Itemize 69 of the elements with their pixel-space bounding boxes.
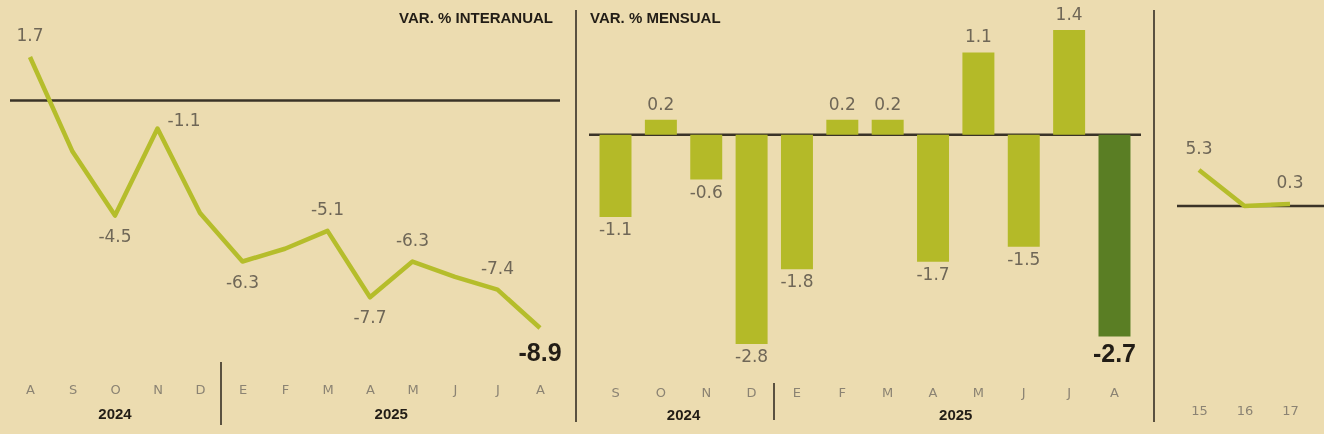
x-tick-label: J: [1066, 384, 1072, 400]
data-label: -7.7: [353, 307, 387, 328]
bar: [1098, 134, 1131, 337]
data-label: -8.9: [518, 338, 562, 366]
x-tick-label: E: [238, 381, 248, 397]
data-label: 0.2: [828, 93, 856, 114]
bar: [690, 134, 723, 180]
data-label: 1.1: [964, 26, 992, 47]
text: 2024: [666, 406, 701, 423]
data-label: 0.3: [1276, 171, 1304, 192]
bar: [735, 134, 768, 344]
x-tick-label: N: [701, 384, 712, 400]
bar: [917, 134, 950, 262]
x-tick-label: F: [281, 381, 290, 397]
data-label: -0.6: [689, 181, 723, 202]
x-tick-label: M: [407, 381, 419, 397]
data-label: -1.7: [916, 263, 950, 284]
x-tick-label: M: [322, 381, 334, 397]
x-tick-label: J: [1020, 384, 1026, 400]
data-label: -1.1: [167, 109, 201, 130]
chart-title: VAR. % MENSUAL: [590, 9, 721, 26]
bar: [780, 134, 813, 270]
bar: [826, 119, 859, 135]
x-tick-label: 16: [1236, 402, 1254, 418]
data-label: -1.5: [1007, 248, 1041, 269]
data-label: -2.7: [1092, 338, 1137, 367]
bar: [599, 134, 632, 217]
x-tick-label: A: [928, 384, 938, 400]
x-tick-label: O: [110, 381, 121, 397]
x-tick-label: A: [1110, 384, 1120, 400]
data-label: -7.4: [480, 257, 515, 278]
x-tick-label: D: [746, 384, 757, 400]
x-tick-label: E: [792, 384, 802, 400]
data-label: -5.1: [310, 198, 345, 219]
bar: [871, 119, 904, 135]
data-label: -6.3: [225, 271, 260, 292]
data-label: 1.7: [16, 25, 44, 45]
x-tick-label: D: [195, 381, 206, 397]
bar: [962, 52, 995, 135]
x-tick-label: M: [882, 384, 894, 400]
x-tick-label: A: [366, 381, 376, 397]
data-label: -1.8: [780, 271, 814, 292]
x-tick-label: A: [536, 381, 546, 397]
text: 2024: [98, 405, 133, 422]
data-label: 5.3: [1185, 138, 1213, 158]
x-tick-label: 17: [1282, 402, 1299, 418]
x-tick-label: N: [153, 381, 163, 397]
x-tick-label: O: [655, 384, 666, 400]
x-tick-label: J: [495, 381, 500, 397]
data-label: 0.2: [874, 93, 902, 114]
bar: [644, 119, 677, 135]
bar: [1007, 134, 1040, 247]
x-tick-label: 15: [1191, 402, 1208, 418]
x-tick-label: S: [611, 384, 620, 400]
chart-title: VAR. % INTERANUAL: [399, 9, 553, 26]
data-label: -1.1: [598, 218, 633, 239]
x-tick-label: S: [68, 381, 78, 397]
text: 2025: [374, 405, 408, 422]
bar: [1053, 30, 1086, 135]
x-tick-label: J: [452, 381, 458, 397]
x-tick-label: A: [26, 381, 36, 397]
data-label: -2.8: [735, 346, 769, 366]
data-label: -6.3: [395, 229, 430, 250]
data-label: 1.4: [1055, 4, 1083, 24]
data-label: 0.2: [647, 93, 675, 114]
text: 2025: [939, 406, 973, 423]
x-tick-label: F: [838, 384, 847, 400]
data-label: -4.5: [98, 225, 132, 246]
x-tick-label: M: [972, 384, 985, 400]
